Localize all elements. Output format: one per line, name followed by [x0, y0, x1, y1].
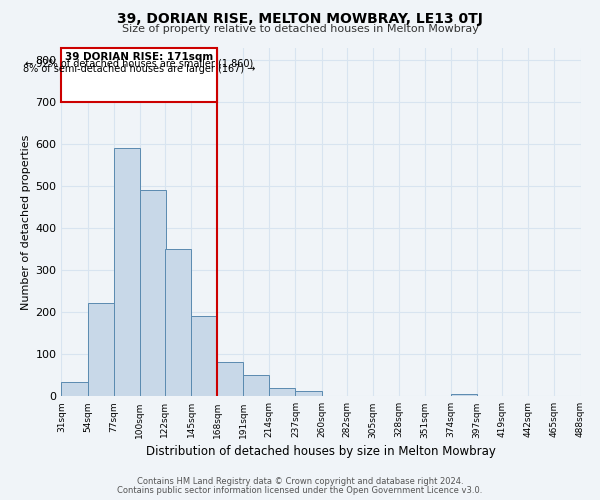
Text: ← 92% of detached houses are smaller (1,860): ← 92% of detached houses are smaller (1,… — [25, 58, 253, 68]
Bar — [140, 190, 166, 396]
Bar — [295, 391, 322, 396]
Bar — [114, 148, 140, 396]
Text: Contains HM Land Registry data © Crown copyright and database right 2024.: Contains HM Land Registry data © Crown c… — [137, 477, 463, 486]
Bar — [217, 362, 243, 396]
Bar — [88, 303, 114, 396]
Text: Contains public sector information licensed under the Open Government Licence v3: Contains public sector information licen… — [118, 486, 482, 495]
Bar — [243, 376, 269, 396]
Bar — [451, 394, 477, 396]
Text: 39 DORIAN RISE: 171sqm: 39 DORIAN RISE: 171sqm — [65, 52, 214, 62]
Bar — [61, 382, 88, 396]
Bar — [165, 249, 191, 396]
Text: 39, DORIAN RISE, MELTON MOWBRAY, LE13 0TJ: 39, DORIAN RISE, MELTON MOWBRAY, LE13 0T… — [117, 12, 483, 26]
X-axis label: Distribution of detached houses by size in Melton Mowbray: Distribution of detached houses by size … — [146, 444, 496, 458]
Bar — [61, 48, 217, 102]
Bar — [269, 388, 295, 396]
Bar — [191, 316, 217, 396]
Text: Size of property relative to detached houses in Melton Mowbray: Size of property relative to detached ho… — [122, 24, 478, 34]
Text: 8% of semi-detached houses are larger (167) →: 8% of semi-detached houses are larger (1… — [23, 64, 256, 74]
Y-axis label: Number of detached properties: Number of detached properties — [22, 134, 31, 310]
